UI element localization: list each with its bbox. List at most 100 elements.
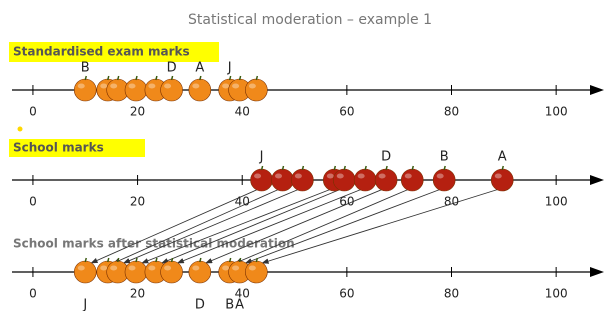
- fruit-stem: [118, 76, 119, 80]
- fruit: [401, 166, 423, 191]
- fruit-body: [433, 169, 455, 191]
- fruit: [189, 76, 211, 101]
- axis-arrow: [590, 175, 604, 185]
- fruit-shine: [275, 174, 282, 179]
- x-tick-label: 20: [130, 105, 145, 119]
- fruit-stem: [502, 166, 503, 170]
- fruit-shine: [249, 266, 256, 271]
- fruit: [491, 166, 513, 191]
- arrow: [162, 189, 341, 263]
- fruit-shine: [232, 84, 239, 89]
- fruit-stem: [156, 258, 157, 262]
- x-tick-label: 60: [339, 195, 354, 209]
- arrow: [124, 189, 300, 263]
- x-tick-label: 0: [29, 195, 37, 209]
- fruit-body: [74, 261, 96, 283]
- axis-arrow: [590, 267, 604, 277]
- fruit-stem: [240, 76, 241, 80]
- fruit-stem: [172, 258, 173, 262]
- fruit: [272, 166, 294, 191]
- point-label: B: [225, 298, 234, 311]
- x-tick-label: 40: [235, 105, 250, 119]
- fruit: [354, 166, 376, 191]
- fruit-stem: [283, 166, 284, 170]
- fruit-shine: [495, 174, 502, 179]
- fruit-body: [74, 79, 96, 101]
- fruit-shine: [222, 266, 229, 271]
- fruit-shine: [164, 84, 171, 89]
- x-tick-label: 40: [235, 195, 250, 209]
- fruit-shine: [110, 266, 117, 271]
- x-tick-label: 100: [545, 105, 568, 119]
- fruit-body: [291, 169, 313, 191]
- fruit-shine: [192, 84, 199, 89]
- fruit-shine: [222, 84, 229, 89]
- fruit-shine: [327, 174, 334, 179]
- x-tick-label: 0: [29, 287, 37, 301]
- x-tick-label: 100: [545, 195, 568, 209]
- fruit-stem: [118, 258, 119, 262]
- fruit-body: [333, 169, 355, 191]
- arrow: [178, 189, 363, 263]
- x-tick-label: 20: [130, 195, 145, 209]
- fruit-body: [401, 169, 423, 191]
- fruit-shine: [110, 84, 117, 89]
- fruit-body: [354, 169, 376, 191]
- fruit: [251, 166, 273, 191]
- x-tick-label: 0: [29, 105, 37, 119]
- fruit-stem: [108, 258, 109, 262]
- fruit-body: [189, 79, 211, 101]
- fruit-stem: [85, 76, 86, 80]
- fruit-stem: [365, 166, 366, 170]
- x-tick-label: 100: [545, 287, 568, 301]
- fruit-body: [491, 169, 513, 191]
- fruit: [189, 258, 211, 283]
- point-label: B: [440, 150, 449, 165]
- point-label: A: [195, 61, 204, 76]
- fruit: [245, 76, 267, 101]
- fruit-body: [125, 261, 147, 283]
- fruit-stem: [256, 76, 257, 80]
- fruit-stem: [256, 258, 257, 262]
- fruit-body: [161, 79, 183, 101]
- fruit-stem: [230, 258, 231, 262]
- fruit-shine: [164, 266, 171, 271]
- arrow: [262, 189, 499, 263]
- fruit-shine: [129, 266, 136, 271]
- fruit-shine: [192, 266, 199, 271]
- point-label: B: [81, 61, 90, 76]
- fruit-stem: [172, 76, 173, 80]
- fruit-shine: [295, 174, 302, 179]
- fruit-stem: [240, 258, 241, 262]
- point-label: J: [227, 61, 232, 76]
- fruit-stem: [262, 166, 263, 170]
- fruit-shine: [148, 84, 155, 89]
- fruit-shine: [249, 84, 256, 89]
- x-tick-label: 80: [444, 105, 459, 119]
- fruit-shine: [78, 266, 85, 271]
- fruit-shine: [405, 174, 412, 179]
- fruit: [125, 258, 147, 283]
- fruit: [433, 166, 455, 191]
- fruit-body: [189, 261, 211, 283]
- fruit-body: [245, 261, 267, 283]
- fruit: [375, 166, 397, 191]
- fruit-shine: [232, 266, 239, 271]
- fruit-stem: [334, 166, 335, 170]
- point-label: D: [195, 298, 205, 311]
- fruit-stem: [85, 258, 86, 262]
- fruit-shine: [437, 174, 444, 179]
- fruit-shine: [78, 84, 85, 89]
- axis-arrow: [590, 85, 604, 95]
- x-tick-label: 80: [444, 287, 459, 301]
- point-label: J: [82, 298, 87, 311]
- fruit: [291, 166, 313, 191]
- fruit-stem: [412, 166, 413, 170]
- x-tick-label: 80: [444, 195, 459, 209]
- arrows: [91, 189, 499, 263]
- point-label: D: [167, 61, 177, 76]
- title: Statistical moderation – example 1: [188, 12, 432, 28]
- fruit-body: [251, 169, 273, 191]
- point-label: A: [498, 150, 507, 165]
- fruit: [74, 258, 96, 283]
